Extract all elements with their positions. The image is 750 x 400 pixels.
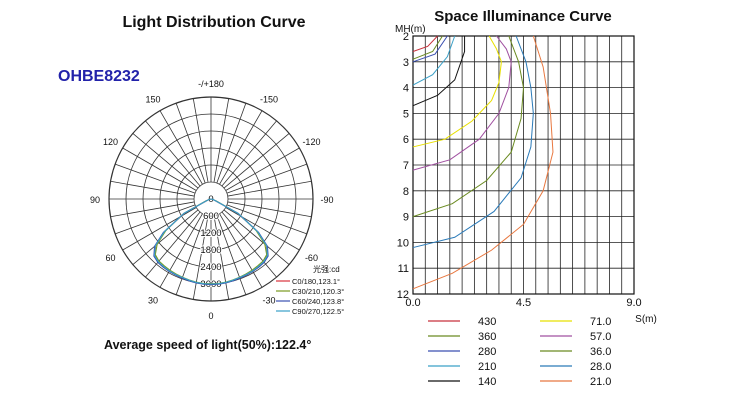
polar-angle-label: 30 [148,295,158,305]
polar-angle-label: -90 [320,195,333,205]
polar-spoke [227,180,312,197]
polar-spoke [219,213,263,288]
x-tick-label: 0.0 [405,297,420,309]
y-tick-label: 4 [403,83,409,95]
y-tick-label: 2 [403,31,409,43]
polar-radial-tick-label: 2400 [200,262,221,273]
y-tick-label: 10 [397,237,409,249]
illuminance-series-line [412,35,534,249]
polar-spoke [213,98,230,183]
polar-spoke [175,103,206,184]
right-title: Space Illuminance Curve [434,8,612,25]
polar-spoke [115,163,196,194]
illuminance-legend-label: 140 [478,376,496,388]
polar-spoke [225,207,300,251]
polar-spoke [225,147,300,191]
polar-spoke [216,214,247,295]
polar-spoke [192,215,209,300]
polar-angle-label: -60 [305,253,318,263]
x-tick-label: 9.0 [626,297,641,309]
polar-spoke [213,215,230,300]
polar-spoke [159,213,203,288]
polar-spoke [145,120,201,187]
polar-spoke [219,110,263,185]
polar-radial-tick-label: 1800 [200,245,221,256]
polar-legend-label: C30/210,120.3° [292,287,344,296]
polar-spoke [221,120,277,187]
polar-legend-label: C90/270,122.5° [292,307,344,316]
polar-radial-tick-label: 600 [203,211,219,222]
polar-spoke [223,209,290,265]
polar-spoke [159,110,203,185]
illuminance-legend-label: 430 [478,316,496,328]
polar-spoke [145,211,201,278]
illuminance-legend-label: 28.0 [590,361,611,373]
polar-angle-label: -150 [260,95,278,105]
polar-angle-label: 0 [208,311,213,321]
y-tick-label: 6 [403,134,409,146]
illuminance-legend-label: 280 [478,346,496,358]
illuminance-series-line [412,35,525,218]
illuminance-legend-label: 57.0 [590,331,611,343]
polar-series-line [153,198,269,286]
polar-spoke [122,207,197,251]
polar-legend-title: 光强:cd [313,264,340,274]
illuminance-legend-label: 21.0 [590,376,611,388]
polar-spoke [226,204,307,235]
illuminance-series-line [412,35,502,148]
y-tick-label: 12 [397,289,409,301]
average-light-speed: Average speed of light(50%):122.4° [104,338,312,352]
illuminance-legend-label: 71.0 [590,316,611,328]
polar-spoke [223,133,290,189]
polar-angle-label: -/+180 [198,79,224,89]
illuminance-series-line [412,35,443,60]
polar-angle-label: 150 [145,95,160,105]
polar-spoke [192,98,209,183]
illuminance-series-line [412,35,456,86]
illuminance-legend-label: 210 [478,361,496,373]
x-tick-label: 4.5 [516,297,531,309]
y-tick-label: 5 [403,108,409,120]
polar-series-line [153,198,269,285]
illuminance-series-line [412,36,466,107]
polar-angle-label: -120 [302,137,320,147]
y-tick-label: 7 [403,160,409,172]
y-axis-label: MH(m) [395,24,426,35]
polar-angle-label: 90 [90,195,100,205]
polar-spoke [216,103,247,184]
illuminance-series-line [412,35,448,63]
polar-angle-label: 60 [106,253,116,263]
polar-legend-label: C0/180,123.1° [292,277,340,286]
polar-spoke [122,147,197,191]
polar-spoke [110,201,195,218]
polar-spoke [110,180,195,197]
y-tick-label: 9 [403,212,409,224]
plot-frame [412,35,635,295]
polar-spoke [226,163,307,194]
left-title: Light Distribution Curve [122,14,306,31]
polar-angle-label: 120 [103,137,118,147]
y-tick-label: 8 [403,186,409,198]
illuminance-series-line [412,35,512,171]
polar-radial-tick-label: 1200 [200,228,221,239]
polar-spoke [115,204,196,235]
model-number: OHBE8232 [58,68,140,85]
illuminance-series-line [412,35,438,52]
x-axis-label: S(m) [635,314,657,325]
polar-spoke [132,133,199,189]
y-tick-label: 11 [398,263,409,275]
polar-spoke [132,209,199,265]
illuminance-series-line [412,35,554,290]
illuminance-legend-label: 36.0 [590,346,611,358]
polar-spoke [227,201,312,218]
y-tick-label: 3 [403,57,409,69]
polar-legend-label: C60/240,123.8° [292,297,344,306]
polar-spoke [175,214,206,295]
polar-spoke [221,211,277,278]
polar-angle-label: -30 [262,295,275,305]
illuminance-legend-label: 360 [478,331,496,343]
